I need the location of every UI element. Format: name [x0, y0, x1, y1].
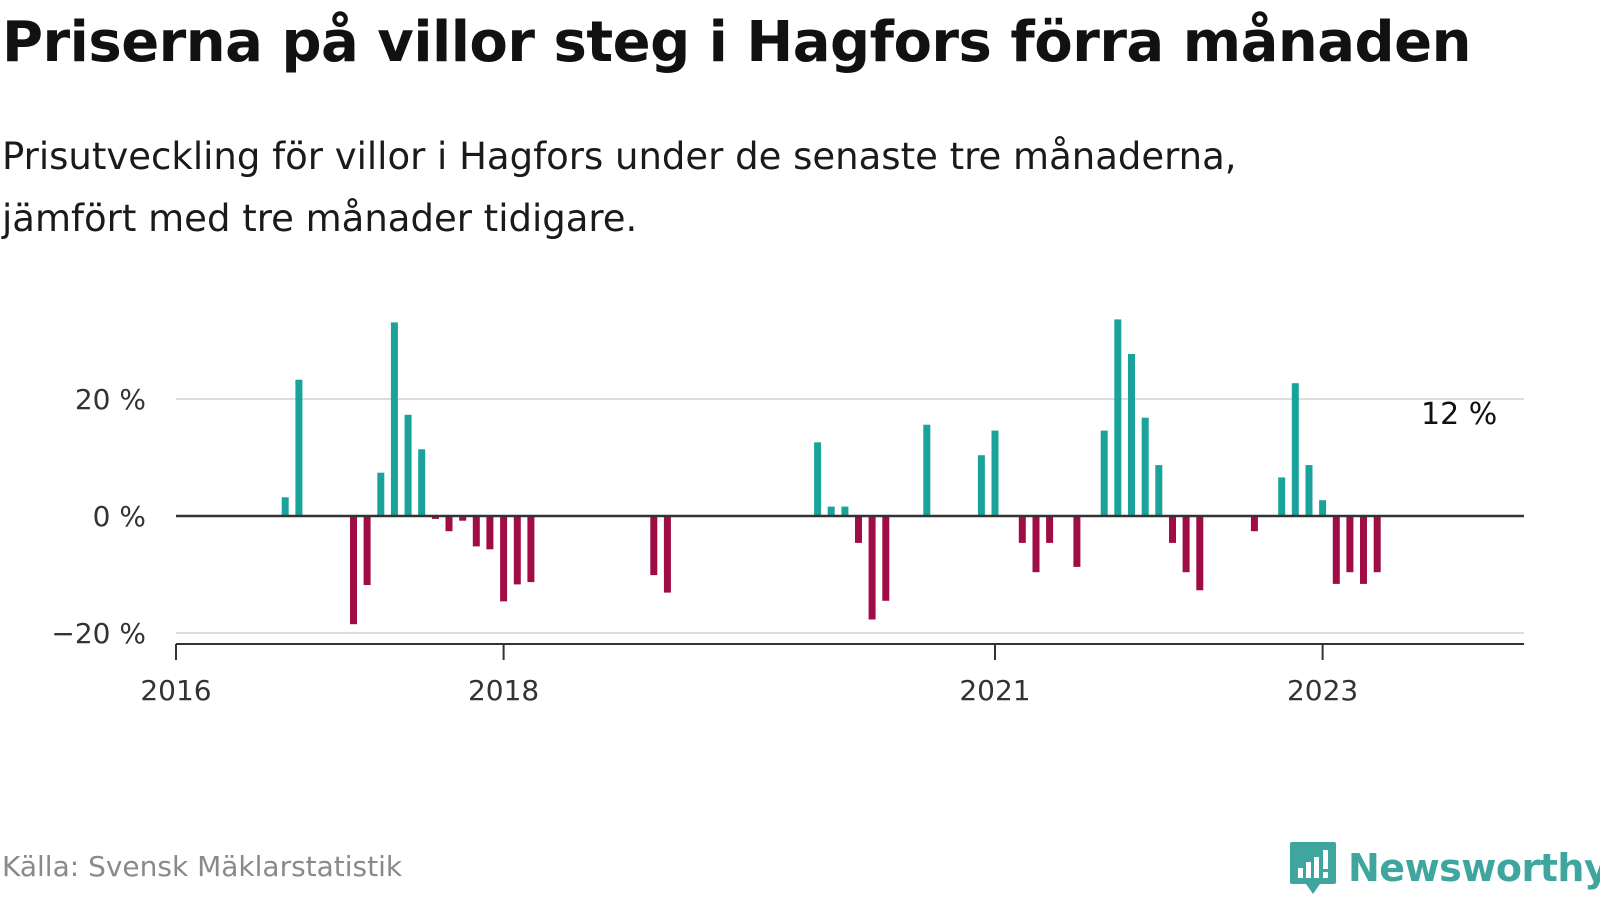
- y-tick-label: 20 %: [75, 383, 146, 416]
- bars: [281, 319, 1381, 625]
- bar-negative: [1018, 516, 1026, 543]
- source-note: Källa: Svensk Mäklarstatistik: [2, 850, 403, 883]
- x-tick-label: 2023: [1287, 674, 1358, 707]
- bar-positive: [1278, 477, 1286, 516]
- bar-negative: [1073, 516, 1081, 567]
- bar-positive: [1155, 465, 1163, 516]
- bar-positive: [923, 424, 931, 516]
- bar-positive: [1114, 319, 1122, 516]
- bar-positive: [977, 455, 985, 516]
- bar-negative: [513, 516, 521, 585]
- bar-positive: [841, 506, 849, 516]
- bar-negative: [868, 516, 876, 620]
- bar-negative: [472, 516, 480, 547]
- bar-negative: [431, 516, 439, 519]
- bar-negative: [500, 516, 508, 602]
- bar-positive: [991, 430, 999, 516]
- brand-name: Newsworthy: [1348, 846, 1600, 890]
- bar-negative: [1169, 516, 1176, 543]
- bar-positive: [281, 497, 289, 516]
- bar-negative: [445, 516, 453, 532]
- y-tick-label: 0 %: [93, 500, 146, 533]
- bar-positive: [377, 472, 385, 516]
- bar-negative: [1332, 516, 1340, 584]
- bar-positive: [418, 449, 426, 516]
- latest-value-label: 12 %: [1421, 397, 1497, 432]
- bar-negative: [1046, 516, 1054, 543]
- chart-subtitle: Prisutveckling för villor i Hagfors unde…: [2, 126, 1562, 250]
- bar-positive: [814, 442, 822, 516]
- bar-negative: [1182, 516, 1190, 573]
- bar-negative: [1250, 516, 1258, 532]
- newsworthy-logo-icon: [1290, 842, 1336, 894]
- bar-positive: [1305, 465, 1313, 516]
- bar-negative: [1196, 516, 1204, 591]
- bar-negative: [1373, 516, 1381, 573]
- labels: 20 % 0 % −20 % 2016 2018 2021 2023 12 %: [51, 383, 1497, 707]
- bar-negative: [663, 516, 671, 593]
- bar-negative: [1346, 516, 1354, 573]
- bar-negative: [459, 516, 467, 521]
- bar-negative: [650, 516, 658, 576]
- bar-positive: [1291, 383, 1299, 516]
- bar-chart: 20 % 0 % −20 % 2016 2018 2021 2023 12 %: [51, 319, 1524, 707]
- bar-positive: [1100, 430, 1108, 516]
- bar-negative: [882, 516, 890, 601]
- bar-positive: [1128, 354, 1135, 516]
- bar-negative: [1360, 516, 1367, 584]
- axes: [175, 514, 1524, 660]
- x-tick-label: 2018: [468, 674, 539, 707]
- chart-title: Priserna på villor steg i Hagfors förra …: [2, 10, 1471, 75]
- gridlines: [176, 398, 1524, 634]
- x-tick-label: 2021: [959, 674, 1030, 707]
- bar-positive: [295, 379, 303, 516]
- subtitle-line-1: Prisutveckling för villor i Hagfors unde…: [2, 135, 1237, 178]
- bar-negative: [855, 516, 862, 543]
- bar-positive: [827, 506, 835, 516]
- bar-negative: [350, 516, 357, 625]
- bar-positive: [1319, 500, 1327, 516]
- bar-negative: [1032, 516, 1040, 573]
- bar-positive: [1141, 417, 1149, 516]
- y-tick-label: −20 %: [51, 617, 146, 650]
- brand-logo: Newsworthy: [1288, 840, 1600, 896]
- bar-negative: [527, 516, 535, 583]
- subtitle-line-2: jämfört med tre månader tidigare.: [2, 197, 638, 240]
- bar-negative: [363, 516, 371, 585]
- bar-positive: [404, 414, 412, 516]
- x-tick-label: 2016: [140, 674, 211, 707]
- bar-positive: [390, 322, 398, 516]
- bar-negative: [486, 516, 494, 550]
